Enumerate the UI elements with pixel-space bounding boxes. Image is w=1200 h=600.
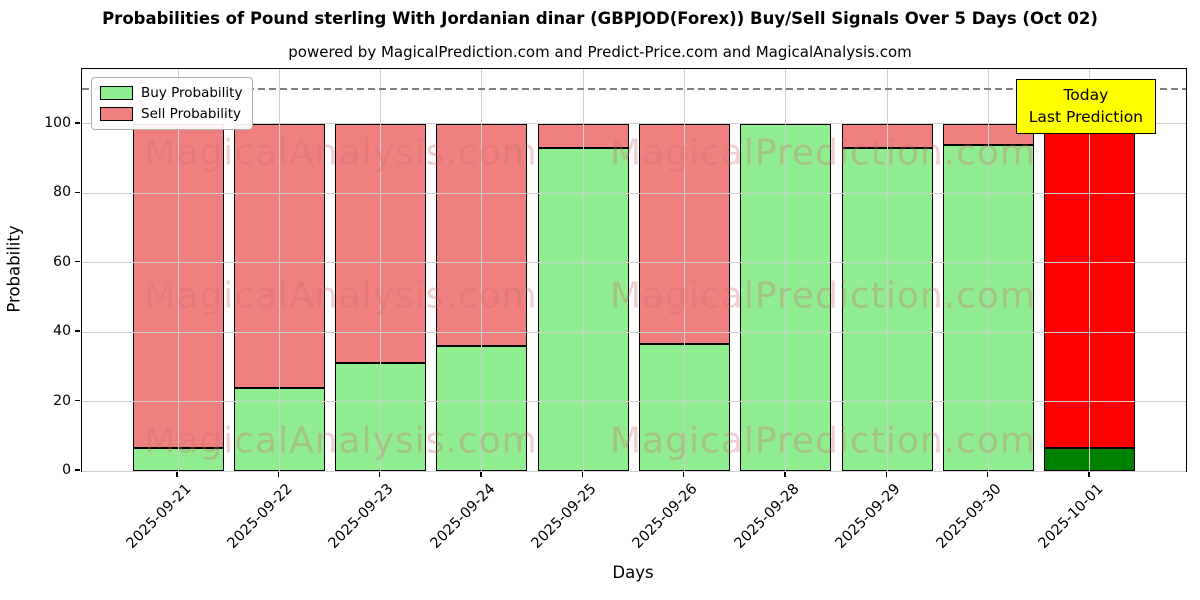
watermark-text: MagicalAnalysis.com bbox=[144, 275, 538, 317]
watermark-text: MagicalPrediction.com bbox=[610, 275, 1036, 317]
gridline-horizontal bbox=[82, 192, 1186, 194]
y-tick-mark bbox=[75, 191, 80, 193]
y-tick-label: 80 bbox=[53, 184, 71, 201]
x-tick-label: 2025-10-01 bbox=[1035, 481, 1107, 552]
y-tick-mark bbox=[75, 330, 80, 332]
x-tick-mark bbox=[1088, 472, 1090, 477]
chart-subtitle: powered by MagicalPrediction.com and Pre… bbox=[288, 43, 912, 61]
today-annotation-line1: Today bbox=[1063, 86, 1109, 104]
x-tick-label: 2025-09-30 bbox=[934, 481, 1005, 552]
x-tick-mark bbox=[581, 472, 583, 477]
legend-item-buy: Buy Probability bbox=[100, 85, 242, 101]
gridline-vertical bbox=[684, 69, 686, 471]
y-tick-mark bbox=[75, 122, 80, 124]
y-tick-mark bbox=[75, 261, 80, 263]
gridline-vertical bbox=[481, 69, 483, 471]
x-tick-mark bbox=[682, 472, 685, 477]
watermark-text: MagicalAnalysis.com bbox=[144, 420, 538, 462]
x-tick-mark bbox=[986, 472, 989, 477]
x-tick-label: 2025-09-25 bbox=[528, 481, 600, 552]
gridline-horizontal bbox=[82, 401, 1186, 403]
chart-title: Probabilities of Pound sterling With Jor… bbox=[102, 9, 1098, 28]
y-tick-label: 0 bbox=[62, 462, 71, 478]
gridline-vertical bbox=[785, 69, 787, 471]
x-tick-mark bbox=[176, 472, 178, 477]
gridline-vertical bbox=[988, 69, 990, 471]
gridline-vertical bbox=[278, 69, 280, 471]
legend: Buy Probability Sell Probability bbox=[91, 77, 254, 130]
gridline-vertical bbox=[380, 69, 382, 471]
buy-swatch-icon bbox=[100, 86, 133, 100]
sell-swatch-icon bbox=[100, 107, 133, 121]
x-tick-mark bbox=[480, 472, 482, 477]
y-tick-mark bbox=[75, 399, 80, 402]
x-tick-label: 2025-09-24 bbox=[427, 481, 499, 552]
gridline-vertical bbox=[582, 69, 584, 471]
x-tick-label: 2025-09-28 bbox=[731, 481, 803, 552]
y-tick-label: 20 bbox=[53, 392, 71, 409]
today-annotation-line2: Last Prediction bbox=[1028, 108, 1143, 127]
gridline-horizontal bbox=[82, 123, 1186, 125]
x-tick-mark bbox=[277, 472, 280, 477]
gridline-horizontal bbox=[82, 470, 1186, 472]
gridline-vertical bbox=[1089, 69, 1091, 471]
x-tick-mark bbox=[378, 472, 381, 477]
gridline-vertical bbox=[177, 69, 179, 471]
x-axis-label: Days bbox=[612, 563, 654, 582]
gridline-horizontal bbox=[82, 331, 1186, 333]
y-tick-label: 40 bbox=[53, 323, 71, 340]
watermark-text: MagicalAnalysis.com bbox=[144, 132, 538, 174]
legend-label-buy: Buy Probability bbox=[141, 85, 243, 101]
y-tick-label: 100 bbox=[44, 114, 71, 131]
today-annotation: Today Last Prediction bbox=[1015, 79, 1156, 134]
x-tick-label: 2025-09-21 bbox=[123, 481, 195, 552]
legend-item-sell: Sell Probability bbox=[100, 106, 242, 122]
x-tick-label: 2025-09-22 bbox=[224, 481, 296, 552]
watermark-text: MagicalPrediction.com bbox=[610, 132, 1036, 174]
x-tick-label: 2025-09-26 bbox=[630, 481, 701, 552]
legend-label-sell: Sell Probability bbox=[141, 106, 242, 122]
gridline-horizontal bbox=[82, 262, 1186, 264]
x-tick-mark bbox=[784, 472, 786, 477]
dashed-threshold-line bbox=[82, 88, 1186, 90]
x-tick-label: 2025-09-29 bbox=[832, 481, 904, 552]
x-tick-mark bbox=[885, 472, 887, 477]
y-tick-label: 60 bbox=[53, 253, 71, 270]
y-tick-mark bbox=[75, 469, 80, 471]
gridline-vertical bbox=[886, 69, 888, 471]
watermark-text: MagicalPrediction.com bbox=[610, 420, 1036, 462]
plot-area: Buy Probability Sell Probability Today L… bbox=[81, 68, 1187, 472]
x-tick-label: 2025-09-23 bbox=[326, 481, 397, 552]
